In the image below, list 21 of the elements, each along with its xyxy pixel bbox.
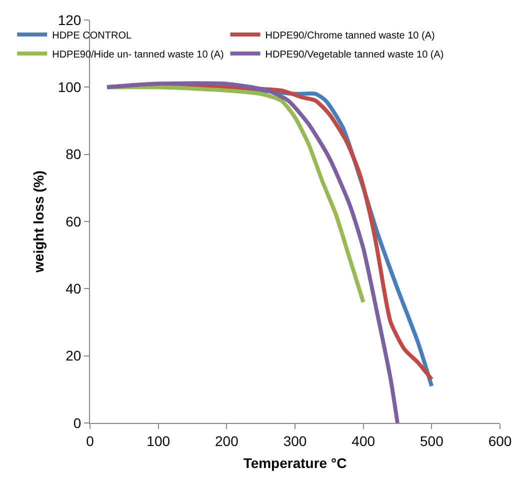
y-tick-label: 0 (73, 414, 82, 431)
y-tick-label: 20 (66, 348, 82, 364)
x-tick-label: 600 (488, 432, 512, 449)
legend-label: HDPE90/Hide un- tanned waste 10 (A) (52, 49, 224, 60)
legend-label: HDPE90/Chrome tanned waste 10 (A) (265, 30, 435, 42)
x-tick-label: 0 (86, 432, 94, 449)
legend-label: HDPE CONTROL (52, 30, 132, 42)
y-tick-label: 60 (66, 213, 82, 230)
x-tick-label: 300 (283, 432, 307, 449)
x-tick-label: 100 (146, 432, 170, 449)
x-tick-label: 400 (352, 432, 376, 449)
y-tick-label: 100 (58, 79, 82, 96)
x-axis-title: Temperature °C (243, 455, 347, 472)
y-tick-label: 120 (58, 12, 82, 28)
x-tick-label: 200 (214, 432, 239, 449)
y-tick-label: 40 (66, 280, 82, 297)
y-tick-label: 80 (66, 146, 82, 162)
y-axis-title: weight loss (%) (30, 170, 46, 274)
legend-label: HDPE90/Vegetable tanned waste 10 (A) (265, 49, 444, 60)
line-series (105, 81, 400, 423)
x-tick-label: 500 (420, 432, 444, 449)
